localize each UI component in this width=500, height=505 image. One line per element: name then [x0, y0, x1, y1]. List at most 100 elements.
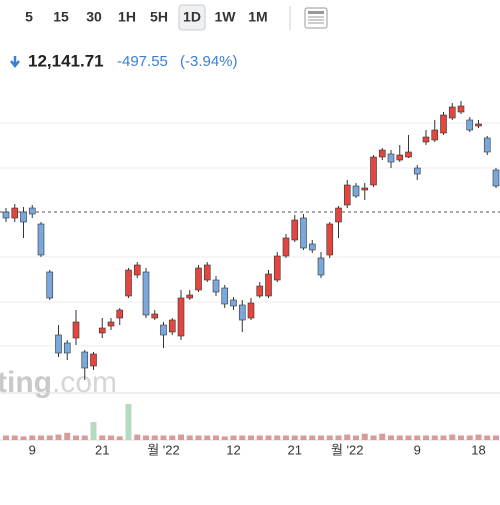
volume-bar [55, 434, 62, 440]
volume-bar [493, 435, 499, 440]
candle-body [492, 169, 500, 187]
change-percent: (-3.94%) [180, 53, 238, 70]
change: -497.55 [117, 53, 168, 70]
candle-body [466, 119, 474, 131]
volume-bar [46, 435, 53, 440]
candle-body [160, 324, 167, 336]
candle-body [457, 105, 465, 113]
candle-body [308, 243, 316, 251]
timeframe-button[interactable]: 1W [215, 9, 237, 25]
watermark: ting.com [0, 366, 117, 399]
candle-body [343, 184, 351, 206]
volume-bar [353, 435, 359, 440]
candle-body [273, 255, 281, 281]
selected-box [178, 4, 206, 31]
candle-body [98, 327, 106, 334]
x-tick-label: 21 [288, 442, 302, 457]
timeframe-button[interactable]: 5H [150, 9, 168, 25]
volume-bar [475, 434, 482, 440]
candle-body [448, 106, 456, 119]
timeframe-button[interactable]: 15 [53, 9, 69, 25]
volume-bar [440, 435, 447, 440]
candle-body [81, 351, 89, 369]
candle-body [125, 269, 132, 297]
candle-body [168, 319, 176, 333]
x-tick-label: 9 [29, 442, 36, 457]
volume-bar [318, 435, 324, 440]
volume-bar [248, 435, 254, 440]
candle-body [55, 334, 62, 354]
candle-body [28, 207, 36, 215]
volume-bar [414, 435, 421, 440]
toolbar: 5 15 30 1H 5H 1D 1W 1M [25, 4, 268, 31]
candle-body [133, 264, 141, 276]
candle-body [72, 321, 80, 339]
candle-body [46, 271, 54, 299]
volume-bar [73, 435, 79, 440]
volume-bar [265, 435, 272, 440]
timeframe-button[interactable]: 5 [25, 9, 33, 25]
x-tick-label: 21 [95, 442, 109, 457]
volume-bar [361, 433, 368, 440]
timeframe-button[interactable]: 1H [118, 9, 136, 25]
candle-body [256, 285, 264, 297]
candle-body [378, 149, 386, 158]
candle-body [291, 219, 299, 241]
x-tick-label: 18 [471, 442, 485, 457]
volume-bar [423, 435, 429, 440]
volume-bar [370, 435, 377, 440]
volume-bar [151, 435, 158, 440]
candle-body [431, 129, 439, 141]
candle-body [326, 223, 334, 256]
volume-bar [326, 435, 333, 440]
volume-bar [90, 422, 97, 440]
candle-body [186, 294, 194, 299]
candle-body [475, 123, 482, 127]
timeframe-button[interactable]: 1M [248, 9, 267, 25]
volume-bar [344, 434, 351, 440]
volume-bar [81, 435, 88, 440]
volume-bar [3, 435, 9, 440]
chart-icon[interactable] [304, 7, 328, 29]
volume-bar [309, 435, 316, 440]
candle-body [352, 185, 360, 197]
candle-body [20, 211, 27, 223]
x-tick-label: 12 [226, 442, 240, 457]
candle-body [361, 187, 369, 191]
candle-body [177, 297, 185, 337]
candle-body [63, 342, 71, 354]
volume-bar [300, 435, 307, 440]
volume-bar [64, 432, 71, 440]
volume-bar [239, 435, 246, 440]
volume-bar [466, 435, 473, 440]
volume-bar [388, 435, 394, 440]
candle-body [195, 267, 202, 291]
volume-bar [29, 435, 36, 440]
timeframe-button[interactable]: 30 [86, 9, 102, 25]
volume-bar [204, 435, 211, 440]
candle-body [2, 211, 10, 219]
candle-body [300, 217, 307, 249]
volume-bar [178, 434, 184, 440]
candle-body [422, 136, 430, 143]
volume-bar [116, 436, 123, 440]
volume-bar [186, 435, 193, 440]
volume-bar [274, 435, 281, 440]
volume-bar [484, 435, 491, 440]
candle-body [387, 153, 395, 163]
candle-body [151, 313, 159, 319]
candle-body [370, 156, 377, 186]
candle-body [247, 302, 255, 319]
volume-bar [99, 435, 106, 440]
timeframe-button[interactable]: 1D [183, 9, 201, 25]
candle-body [116, 309, 124, 319]
volume-bar [134, 434, 141, 440]
volume-bar [195, 435, 202, 440]
candle-body [203, 264, 211, 281]
down-arrow [10, 56, 20, 69]
candle-body [282, 237, 290, 257]
volume-bar [379, 433, 386, 440]
candle-body [230, 299, 237, 307]
candle-body [11, 207, 19, 219]
